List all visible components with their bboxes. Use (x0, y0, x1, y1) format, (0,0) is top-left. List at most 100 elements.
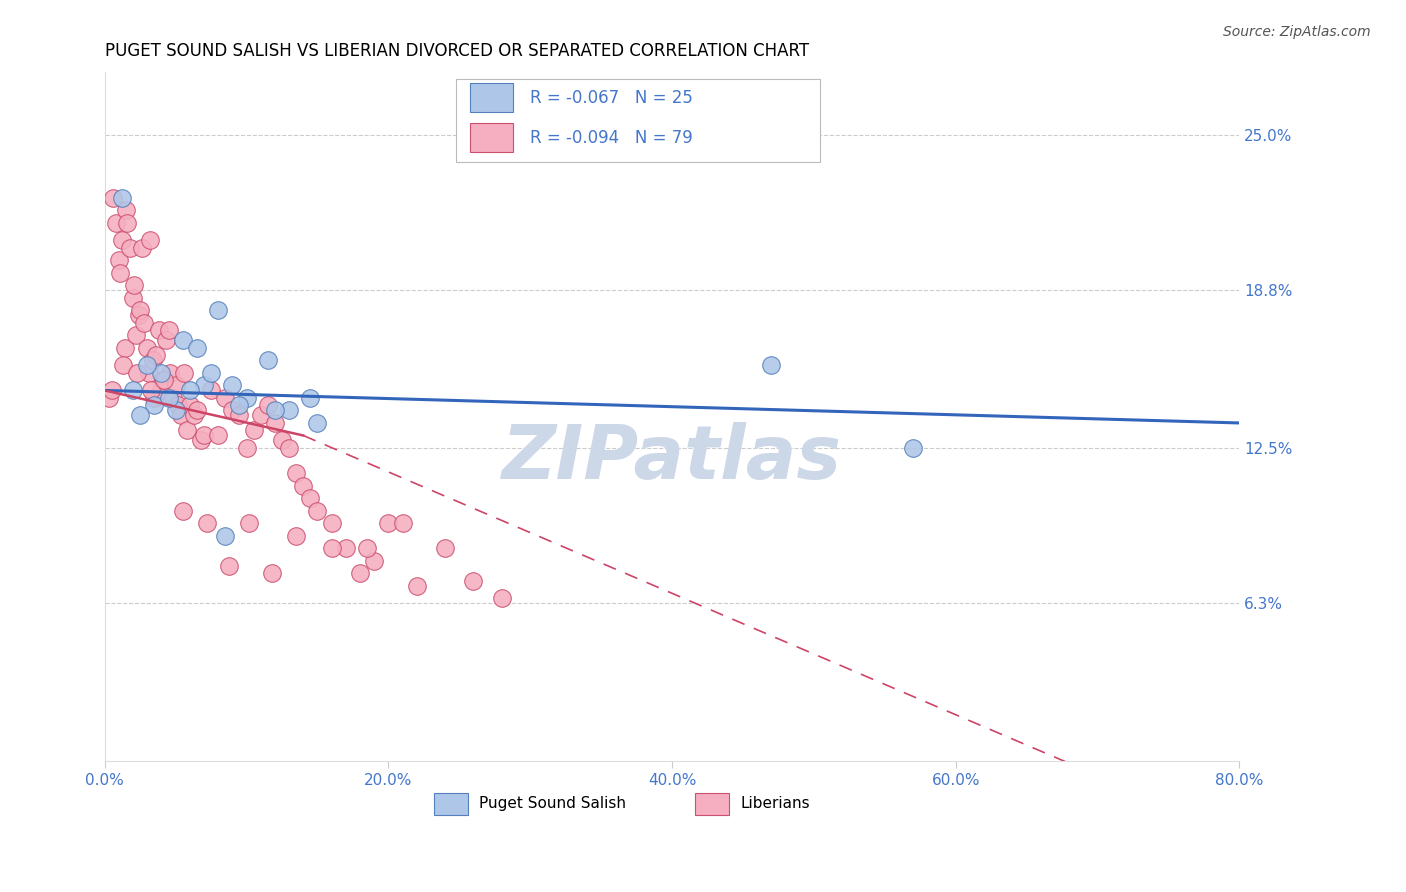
Point (143, 391, 166, 405)
Point (321, 516, 343, 530)
Point (157, 323, 180, 337)
Point (103, 191, 125, 205)
Point (142, 353, 165, 368)
Text: Source: ZipAtlas.com: Source: ZipAtlas.com (1223, 25, 1371, 39)
Point (238, 516, 260, 530)
Point (115, 203, 138, 218)
Point (172, 334, 194, 348)
Point (285, 466, 308, 480)
Point (111, 191, 134, 205)
Text: R = -0.094   N = 79: R = -0.094 N = 79 (530, 128, 693, 146)
Point (463, 574, 485, 588)
Point (271, 434, 294, 448)
Point (363, 554, 385, 568)
Point (235, 391, 257, 405)
Point (186, 341, 208, 355)
Point (186, 403, 208, 417)
Point (100, 384, 122, 398)
Point (193, 378, 215, 392)
Point (138, 366, 160, 380)
Point (157, 391, 180, 405)
Point (105, 216, 128, 230)
Point (122, 291, 145, 305)
Point (134, 316, 156, 330)
Point (152, 373, 174, 387)
Point (162, 391, 184, 405)
Point (97, 391, 120, 405)
Point (264, 403, 287, 417)
Point (112, 359, 135, 373)
Point (136, 359, 159, 373)
Point (179, 399, 201, 413)
Point (299, 391, 322, 405)
Text: Puget Sound Salish: Puget Sound Salish (479, 797, 626, 811)
Point (129, 409, 152, 423)
Point (285, 528, 308, 542)
Point (170, 409, 193, 423)
Point (136, 341, 159, 355)
Point (391, 516, 413, 530)
Point (434, 541, 457, 556)
Point (148, 323, 170, 337)
Point (117, 216, 139, 230)
Point (167, 399, 190, 413)
Point (143, 399, 166, 413)
Point (122, 384, 145, 398)
Point (292, 478, 315, 492)
Point (128, 308, 150, 322)
Point (155, 334, 177, 348)
Point (110, 266, 132, 280)
Point (256, 399, 278, 413)
Bar (695, 793, 728, 814)
Point (125, 328, 148, 343)
Point (131, 241, 153, 255)
Bar (470, 123, 513, 152)
Point (256, 353, 278, 368)
Point (150, 384, 173, 398)
Point (176, 424, 198, 438)
Point (405, 579, 427, 593)
Point (761, 359, 783, 373)
Point (214, 391, 236, 405)
Point (183, 409, 205, 423)
Point (228, 409, 250, 423)
Point (124, 278, 146, 293)
Point (299, 491, 322, 505)
Point (321, 541, 343, 556)
Point (120, 241, 142, 255)
Point (153, 373, 176, 387)
Point (172, 503, 194, 517)
Point (193, 428, 215, 442)
Point (249, 409, 271, 423)
Point (278, 403, 301, 417)
Bar (470, 84, 513, 112)
Point (111, 233, 134, 247)
Point (127, 366, 149, 380)
Point (150, 366, 173, 380)
Point (200, 384, 222, 398)
Point (242, 424, 264, 438)
Point (278, 441, 301, 455)
Point (264, 416, 287, 430)
Point (349, 566, 371, 581)
Point (307, 503, 329, 517)
Point (377, 516, 399, 530)
Point (356, 541, 378, 556)
Point (207, 428, 229, 442)
Point (218, 558, 240, 573)
Point (139, 233, 162, 247)
Point (307, 416, 329, 430)
Text: PUGET SOUND SALISH VS LIBERIAN DIVORCED OR SEPARATED CORRELATION CHART: PUGET SOUND SALISH VS LIBERIAN DIVORCED … (104, 42, 808, 60)
Point (235, 441, 257, 455)
Point (165, 403, 187, 417)
Point (141, 384, 163, 398)
Point (108, 253, 131, 268)
Bar (433, 793, 468, 814)
Point (221, 403, 243, 417)
Text: R = -0.067   N = 25: R = -0.067 N = 25 (530, 89, 693, 107)
Point (207, 303, 229, 318)
Text: Liberians: Liberians (740, 797, 810, 811)
Point (214, 528, 236, 542)
Point (200, 366, 222, 380)
Point (335, 541, 357, 556)
